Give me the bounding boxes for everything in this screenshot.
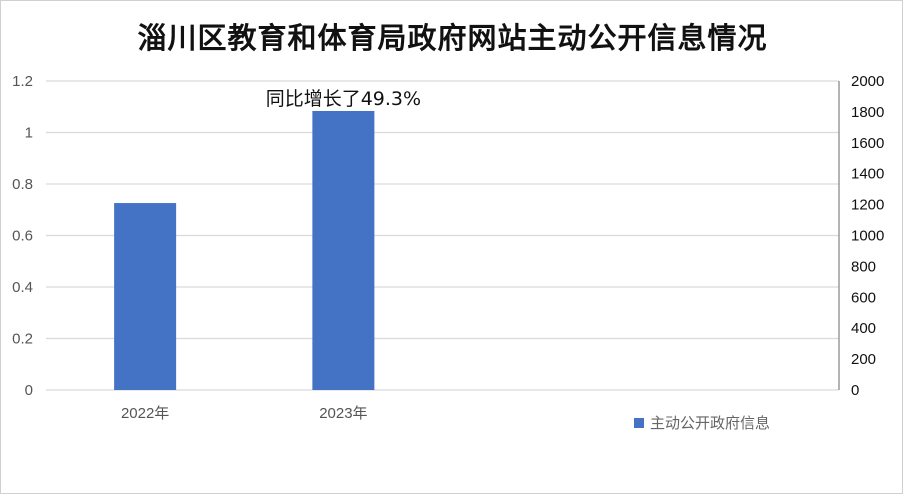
left-axis-tick-label: 0.8	[12, 176, 33, 193]
right-axis-tick-label: 1000	[851, 228, 884, 245]
right-axis-tick-label: 200	[851, 351, 876, 368]
right-axis-tick-label: 600	[851, 289, 876, 306]
left-axis-tick-label: 0.2	[12, 331, 33, 348]
bar-annotation: 同比增长了49.3%	[266, 88, 421, 110]
right-axis-tick-label: 1800	[851, 104, 884, 121]
right-axis-tick-label: 2000	[851, 73, 884, 90]
left-axis-tick-label: 0.6	[12, 228, 33, 245]
right-axis-tick-label: 400	[851, 320, 876, 337]
left-axis-tick-label: 1	[25, 125, 33, 142]
right-axis-tick-label: 1600	[851, 135, 884, 152]
bar-2023年	[312, 110, 375, 391]
right-axis-tick-label: 0	[851, 382, 859, 399]
right-axis-tick-label: 800	[851, 258, 876, 275]
category-label: 2023年	[319, 405, 367, 422]
left-axis-tick-label: 1.2	[12, 73, 33, 90]
right-axis-tick-label: 1200	[851, 197, 884, 214]
legend: 主动公开政府信息	[634, 412, 770, 433]
bar-2022年	[114, 203, 177, 390]
legend-label: 主动公开政府信息	[650, 414, 771, 432]
chart-title: 淄川区教育和体育局政府网站主动公开信息情况	[137, 21, 768, 55]
left-axis-tick-label: 0	[25, 382, 33, 399]
right-axis-tick-label: 1400	[851, 166, 884, 183]
legend-swatch	[634, 417, 644, 428]
category-label: 2022年	[121, 405, 169, 422]
left-axis-tick-label: 0.4	[12, 279, 33, 296]
